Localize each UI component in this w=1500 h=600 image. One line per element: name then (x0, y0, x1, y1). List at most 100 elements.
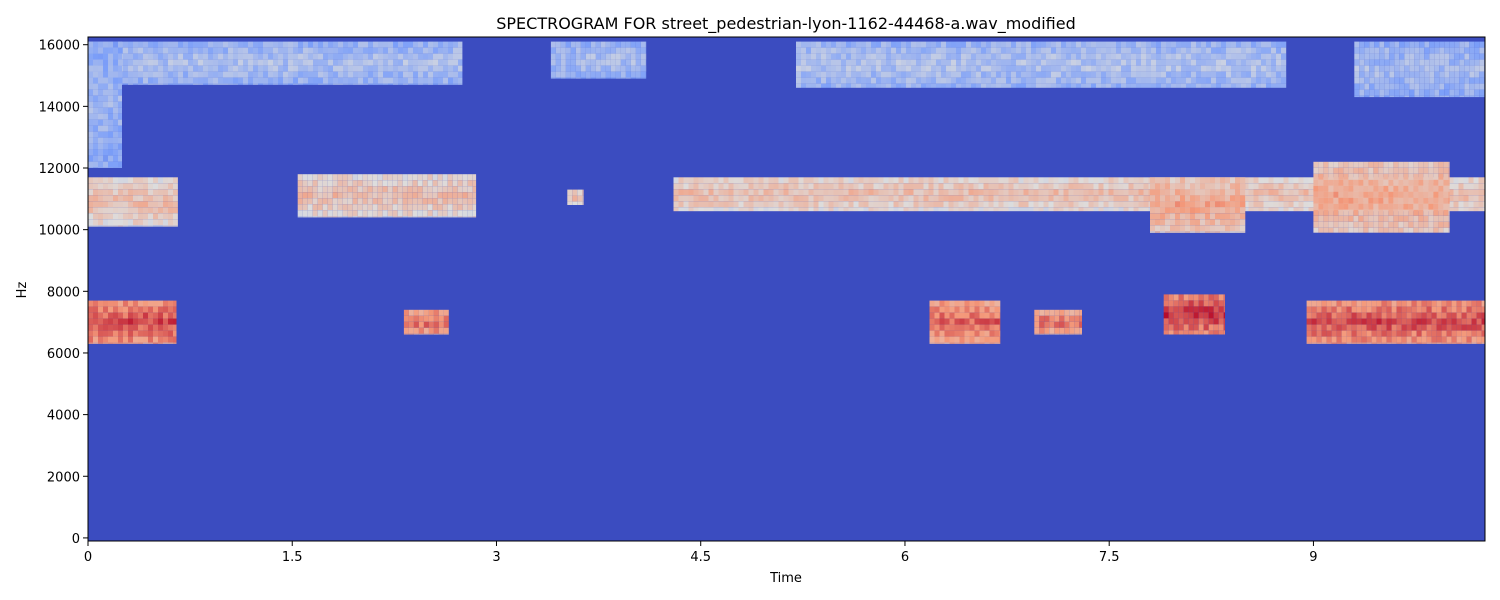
spectrogram-cell (1118, 177, 1124, 184)
spectrogram-cell (373, 83, 378, 85)
spectrogram-cell (448, 77, 453, 84)
spectrogram-cell (113, 195, 118, 202)
spectrogram-cell (228, 65, 233, 72)
spectrogram-cell (1066, 65, 1071, 72)
spectrogram-cell (1273, 195, 1279, 202)
spectrogram-cell (1464, 53, 1470, 60)
spectrogram-cell (1215, 195, 1220, 202)
spectrogram-cell (1183, 312, 1189, 319)
spectrogram-cell (108, 219, 113, 226)
spectrogram-cell (1041, 71, 1046, 78)
spectrogram-cell (963, 189, 969, 196)
spectrogram-cell (1478, 201, 1484, 208)
spectrogram-cell (893, 207, 899, 212)
spectrogram-cell (312, 204, 318, 211)
spectrogram-cell (1081, 71, 1086, 78)
spectrogram-cell (1001, 77, 1006, 84)
spectrogram-cell (1221, 65, 1226, 72)
spectrogram-cell (946, 41, 951, 48)
spectrogram-cell (108, 161, 113, 168)
spectrogram-cell (98, 107, 103, 114)
spectrogram-cell (412, 204, 418, 211)
spectrogram-cell (1388, 167, 1394, 174)
spectrogram-cell (163, 71, 168, 78)
spectrogram-cell (913, 189, 919, 196)
spectrogram-cell (1253, 183, 1259, 190)
spectrogram-cell (1323, 215, 1329, 222)
spectrogram-cell (118, 342, 123, 344)
spectrogram-cell (941, 53, 946, 60)
spectrogram-cell (1418, 167, 1424, 174)
spectrogram-cell (103, 225, 108, 227)
spectrogram-cell (1208, 330, 1214, 335)
spectrogram-cell (412, 186, 418, 193)
spectrogram-cell (1031, 53, 1036, 60)
spectrogram-cell (453, 83, 458, 85)
spectrogram-cell (1398, 215, 1404, 222)
spectrogram-cell (886, 47, 891, 54)
spectrogram-cell (1356, 342, 1362, 344)
spectrogram-cell (1373, 197, 1379, 204)
spectrogram-cell (1379, 59, 1385, 66)
spectrogram-cell (1176, 41, 1181, 48)
spectrogram-cell (93, 336, 98, 343)
spectrogram-cell (961, 71, 966, 78)
spectrogram-cell (1363, 197, 1369, 204)
spectrogram-cell (138, 324, 143, 331)
spectrogram-cell (1439, 89, 1445, 96)
spectrogram-cell (803, 183, 809, 190)
spectrogram-cell (108, 312, 113, 319)
spectrogram-cell (362, 186, 368, 193)
spectrogram-cell (974, 336, 980, 343)
spectrogram-cell (888, 195, 894, 202)
spectrogram-cell (313, 47, 318, 54)
spectrogram-cell (1354, 53, 1360, 60)
spectrogram-cell (1036, 59, 1041, 66)
spectrogram-cell (342, 204, 348, 211)
spectrogram-cell (1454, 95, 1460, 98)
spectrogram-cell (373, 71, 378, 78)
spectrogram-cell (923, 207, 929, 212)
spectrogram-cell (273, 47, 278, 54)
spectrogram-cell (1363, 161, 1369, 168)
spectrogram-cell (1191, 83, 1196, 88)
spectrogram-cell (128, 83, 133, 85)
spectrogram-cell (986, 41, 991, 48)
spectrogram-cell (1079, 321, 1082, 328)
spectrogram-cell (1044, 327, 1050, 334)
spectrogram-cell (600, 65, 606, 72)
spectrogram-cell (143, 342, 148, 344)
spectrogram-cell (1326, 312, 1332, 319)
spectrogram-cell (918, 183, 924, 190)
spectrogram-cell (307, 174, 313, 181)
spectrogram-cell (713, 207, 719, 212)
spectrogram-cell (871, 59, 876, 66)
spectrogram-cell (1088, 207, 1094, 212)
spectrogram-cell (600, 53, 606, 60)
spectrogram-cell (417, 180, 423, 187)
spectrogram-cell (1443, 191, 1449, 198)
spectrogram-cell (1150, 213, 1155, 220)
spectrogram-cell (856, 77, 861, 84)
spectrogram-cell (1448, 227, 1450, 233)
spectrogram-cell (1306, 336, 1312, 343)
spectrogram-cell (1253, 207, 1259, 212)
spectrogram-cell (838, 207, 844, 212)
spectrogram-cell (1311, 312, 1317, 319)
spectrogram-cell (1406, 342, 1412, 344)
spectrogram-cell (1478, 177, 1484, 184)
spectrogram-cell (88, 125, 93, 132)
spectrogram-cell (1203, 300, 1209, 307)
spectrogram-cell (929, 300, 935, 307)
spectrogram-cell (1438, 185, 1444, 192)
spectrogram-cell (1271, 53, 1276, 60)
spectrogram-cell (673, 183, 679, 190)
spectrogram-cell (1331, 300, 1337, 307)
spectrogram-cell (590, 77, 596, 79)
spectrogram-cell (178, 83, 183, 85)
spectrogram-cell (1246, 41, 1251, 48)
spectrogram-cell (437, 198, 443, 205)
spectrogram-cell (1469, 71, 1475, 78)
spectrogram-cell (916, 77, 921, 84)
spectrogram-cell (357, 198, 363, 205)
